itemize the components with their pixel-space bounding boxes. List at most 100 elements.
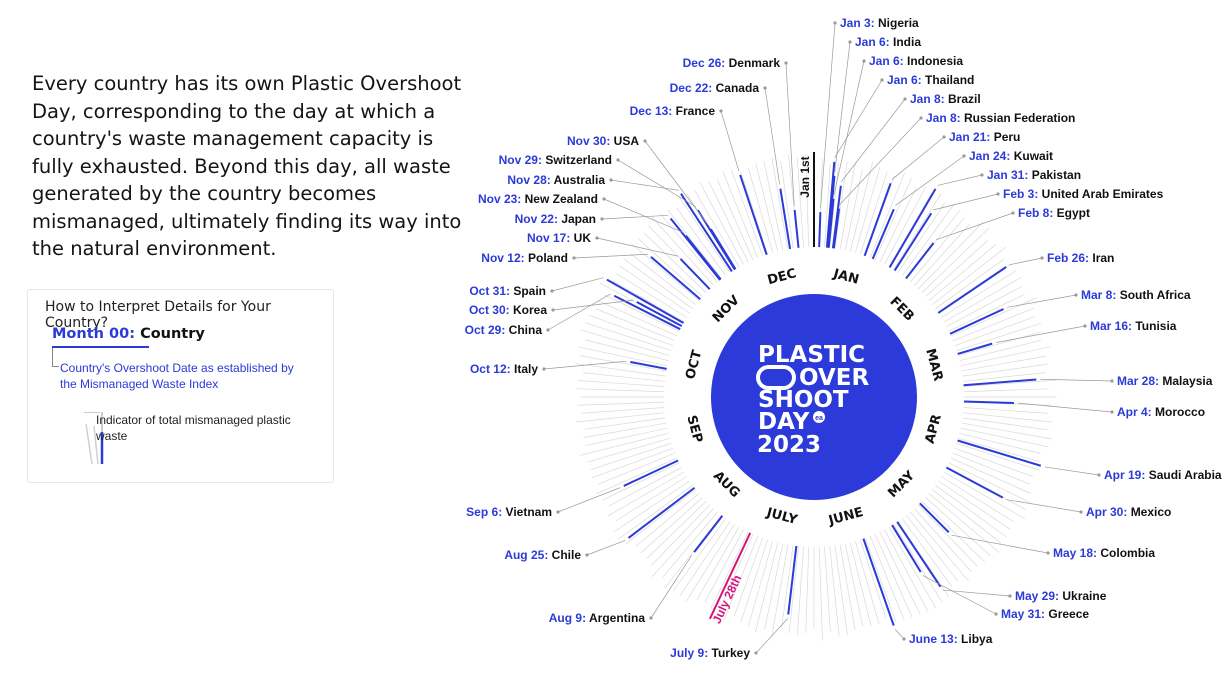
background-spoke — [696, 526, 740, 600]
legend-indicator-gray-bar — [93, 425, 99, 464]
leader-line — [573, 253, 648, 259]
leader-dot — [550, 289, 554, 293]
country-label: Oct 12: Italy — [470, 362, 538, 376]
country-name: Tunisia — [1135, 319, 1176, 333]
background-spoke — [730, 168, 764, 257]
country-label: Jan 8: Brazil — [910, 92, 981, 106]
country-label: Sep 6: Vietnam — [466, 505, 552, 519]
country-label: Oct 29: China — [465, 323, 543, 337]
leader-dot — [784, 61, 788, 65]
leader-line — [547, 293, 611, 331]
country-bar — [832, 208, 841, 249]
background-spoke — [860, 539, 887, 619]
country-bar — [636, 301, 683, 327]
background-spoke — [796, 157, 804, 248]
background-spoke — [651, 504, 711, 566]
background-spoke — [935, 259, 1004, 310]
country-label: Oct 31: Spain — [469, 284, 546, 298]
country-date: Apr 19: — [1104, 468, 1149, 482]
leader-dot — [903, 97, 907, 101]
background-spoke — [874, 533, 913, 618]
background-spoke — [580, 329, 670, 356]
leader-dot — [833, 21, 837, 25]
leader-line — [895, 155, 965, 206]
background-spoke — [960, 427, 1049, 448]
background-spoke — [962, 417, 1049, 431]
country-label: July 9: Turkey — [670, 646, 750, 660]
background-spoke — [849, 542, 872, 627]
background-spoke — [686, 524, 735, 602]
leader-dot — [719, 109, 723, 113]
country-date: Nov 23: — [478, 192, 525, 206]
leader-dot — [919, 116, 923, 120]
background-spoke — [917, 504, 978, 567]
country-label: Jan 24: Kuwait — [969, 149, 1053, 163]
country-bar — [888, 188, 937, 268]
country-date: Nov 12: — [481, 251, 528, 265]
country-label: Mar 28: Malaysia — [1117, 374, 1213, 388]
country-label: Jan 8: Russian Federation — [926, 111, 1075, 125]
background-spoke — [931, 246, 1007, 305]
legend-date-description: Country's Overshoot Date as established … — [60, 361, 294, 391]
country-date: Apr 30: — [1086, 505, 1131, 519]
background-spoke — [834, 545, 848, 635]
country-name: Peru — [994, 130, 1021, 144]
leader-line — [1044, 466, 1100, 476]
leader-line — [785, 62, 795, 207]
country-label: May 31: Greece — [1001, 607, 1089, 621]
background-spoke — [755, 163, 779, 252]
leader-dot — [551, 308, 555, 312]
country-date: Nov 28: — [507, 173, 553, 187]
background-spoke — [948, 462, 1031, 503]
country-name: Indonesia — [907, 54, 963, 68]
background-spoke — [941, 476, 1015, 523]
background-spoke — [591, 447, 674, 479]
month-label: JUNE — [826, 505, 865, 529]
background-spoke — [956, 322, 1041, 351]
background-spoke — [914, 508, 972, 572]
country-name: New Zealand — [525, 192, 598, 206]
country-name: Mexico — [1131, 505, 1172, 519]
leader-dot — [1079, 510, 1083, 514]
country-label: Feb 26: Iran — [1047, 251, 1114, 265]
background-spoke — [906, 514, 959, 582]
background-spoke — [893, 524, 943, 603]
leader-line — [764, 87, 781, 185]
leader-dot — [1008, 594, 1012, 598]
leaders-layer — [542, 21, 1114, 655]
background-spoke — [771, 544, 789, 638]
background-spoke — [960, 346, 1051, 367]
country-bar — [627, 486, 696, 539]
legend-example-country: Country — [140, 326, 205, 342]
background-spoke — [651, 508, 714, 578]
logo-line3: SHOOT — [758, 387, 849, 413]
leader-line — [894, 629, 905, 640]
background-spoke — [893, 193, 942, 270]
background-spoke — [963, 372, 1046, 382]
country-name: Kuwait — [1014, 149, 1053, 163]
background-spoke — [796, 546, 804, 636]
country-date: Dec 26: — [683, 56, 729, 70]
ea-badge-icon — [813, 411, 825, 423]
country-date: Apr 4: — [1117, 405, 1155, 419]
background-spoke — [613, 480, 690, 533]
country-label: Oct 30: Korea — [469, 303, 547, 317]
country-label: Jan 6: Thailand — [887, 73, 974, 87]
leader-dot — [600, 217, 604, 221]
country-name: Spain — [513, 284, 546, 298]
country-label: Jan 6: Indonesia — [869, 54, 963, 68]
background-spoke — [677, 195, 731, 273]
background-spoke — [954, 447, 1034, 478]
background-spoke — [578, 346, 668, 367]
country-label: Mar 16: Tunisia — [1090, 319, 1177, 333]
background-spoke — [635, 493, 700, 547]
country-date: Jan 24: — [969, 149, 1014, 163]
country-name: Brazil — [948, 92, 981, 106]
leader-line — [942, 589, 1011, 597]
background-spoke — [581, 407, 665, 414]
background-spoke — [575, 412, 665, 423]
country-label: Apr 4: Morocco — [1117, 405, 1205, 419]
background-spoke — [869, 173, 905, 259]
background-spoke — [612, 280, 685, 323]
background-spoke — [616, 273, 687, 318]
